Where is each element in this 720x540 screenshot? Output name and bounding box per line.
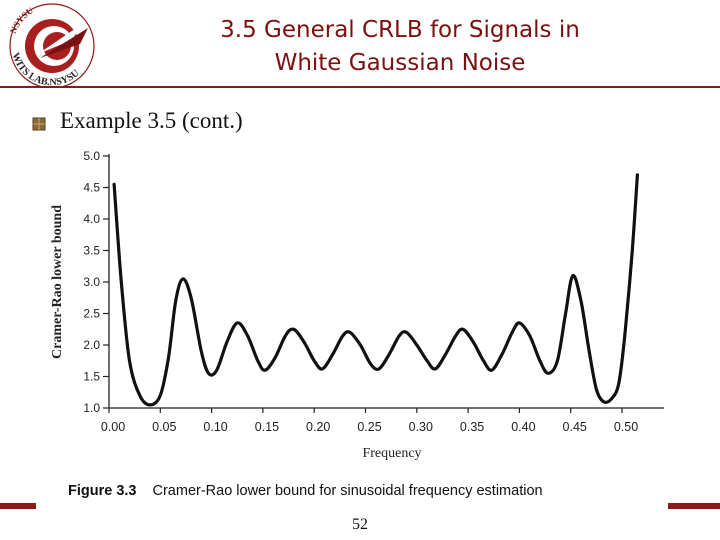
slide-title-line-1: 3.5 General CRLB for Signals in <box>220 17 580 43</box>
wits-lab-logo: NSYSU WITS LAB.NSYSU <box>8 3 95 88</box>
x-tick-label: 0.20 <box>306 420 330 434</box>
x-tick-label: 0.00 <box>101 420 125 434</box>
x-tick-label: 0.10 <box>203 420 227 434</box>
page-number: 52 <box>352 516 368 533</box>
footer-divider-left <box>0 503 36 509</box>
y-axis-label: Cramer-Rao lower bound <box>50 205 65 359</box>
y-tick-label: 4.0 <box>83 212 100 226</box>
y-tick-label: 3.0 <box>83 275 100 289</box>
y-tick-label: 5.0 <box>83 149 100 163</box>
footer-divider-right <box>668 503 720 509</box>
x-tick-label: 0.45 <box>563 420 587 434</box>
x-tick-label: 0.50 <box>614 420 638 434</box>
x-tick-label: 0.35 <box>460 420 484 434</box>
x-tick-label: 0.15 <box>255 420 279 434</box>
y-tick-label: 2.5 <box>83 307 100 321</box>
slide-title-line-2: White Gaussian Noise <box>274 50 526 76</box>
y-tick-label: 3.5 <box>83 244 100 258</box>
y-tick-label: 4.5 <box>83 181 100 195</box>
slide-title: 3.5 General CRLB for Signals in White Ga… <box>140 14 660 80</box>
y-tick-label: 2.0 <box>83 338 100 352</box>
x-tick-label: 0.25 <box>357 420 381 434</box>
figure-caption: Figure 3.3 Cramer-Rao lower bound for sin… <box>68 483 543 499</box>
x-axis-label: Frequency <box>362 446 421 461</box>
y-tick-label: 1.5 <box>83 370 100 384</box>
figure-caption-text: Cramer-Rao lower bound for sinusoidal fr… <box>152 483 543 499</box>
crlb-series-line <box>112 173 639 407</box>
title-divider <box>0 86 720 88</box>
x-tick-label: 0.05 <box>152 420 176 434</box>
x-tick-label: 0.40 <box>511 420 535 434</box>
crlb-chart: 1.0 1.5 2.0 2.5 3.0 3.5 4.0 4.5 5.0 0.00 0.05 0.10 0… <box>50 149 664 461</box>
y-tick-label: 1.0 <box>83 401 100 415</box>
example-heading: Example 3.5 (cont.) <box>60 108 243 133</box>
figure-label: Figure 3.3 <box>68 483 137 499</box>
x-tick-label: 0.30 <box>409 420 433 434</box>
square-bullet-icon <box>32 117 46 131</box>
